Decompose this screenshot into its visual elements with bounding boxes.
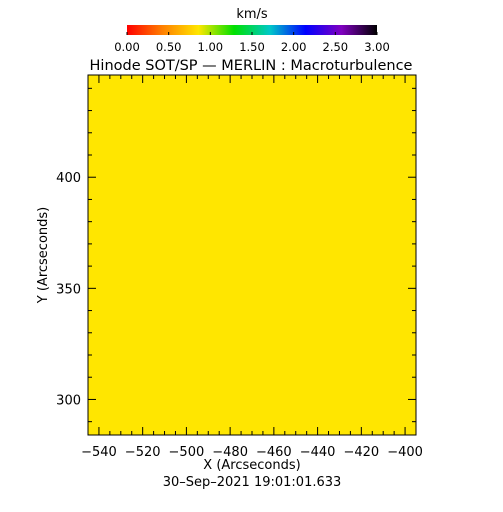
y-tick-labels: 300 350 400 <box>56 171 81 408</box>
x-tick-label: −400 <box>387 445 423 460</box>
colorbar-tick-labels: 0.00 0.50 1.00 1.50 2.00 2.50 3.00 <box>114 40 390 54</box>
x-tick-label: −500 <box>169 445 205 460</box>
x-tick-label: −460 <box>256 445 292 460</box>
colorbar <box>127 25 377 35</box>
colorbar-tick-label: 2.50 <box>323 40 349 54</box>
colorbar-tick-label: 1.00 <box>198 40 224 54</box>
colorbar-tick-label: 3.00 <box>364 40 390 54</box>
colorbar-tick-label: 1.50 <box>239 40 265 54</box>
x-axis-ticks <box>87 75 417 435</box>
y-axis-label: Y (Arcseconds) <box>36 207 51 304</box>
y-axis-ticks <box>88 87 416 423</box>
colorbar-tick-label: 2.00 <box>281 40 307 54</box>
chart-title: Hinode SOT/SP — MERLIN : Macroturbulence <box>90 58 413 74</box>
x-tick-labels: −540 −520 −500 −480 −460 −440 −420 −400 <box>81 445 423 460</box>
y-tick-label: 400 <box>56 171 81 186</box>
colorbar-label: km/s <box>236 7 268 22</box>
colorbar-ticks <box>126 32 378 35</box>
x-tick-label: −480 <box>212 445 248 460</box>
x-tick-label: −440 <box>300 445 336 460</box>
x-tick-label: −540 <box>81 445 117 460</box>
colorbar-tick-label: 0.00 <box>114 40 140 54</box>
x-axis-label: X (Arcseconds) <box>203 458 300 473</box>
y-tick-label: 300 <box>56 393 81 408</box>
x-tick-label: −520 <box>125 445 161 460</box>
heatmap-fill <box>88 75 416 435</box>
y-tick-label: 350 <box>56 282 81 297</box>
colorbar-tick-label: 0.50 <box>156 40 182 54</box>
plot-frame <box>87 74 417 436</box>
timestamp: 30–Sep–2021 19:01:01.633 <box>163 475 342 490</box>
x-tick-label: −420 <box>343 445 379 460</box>
